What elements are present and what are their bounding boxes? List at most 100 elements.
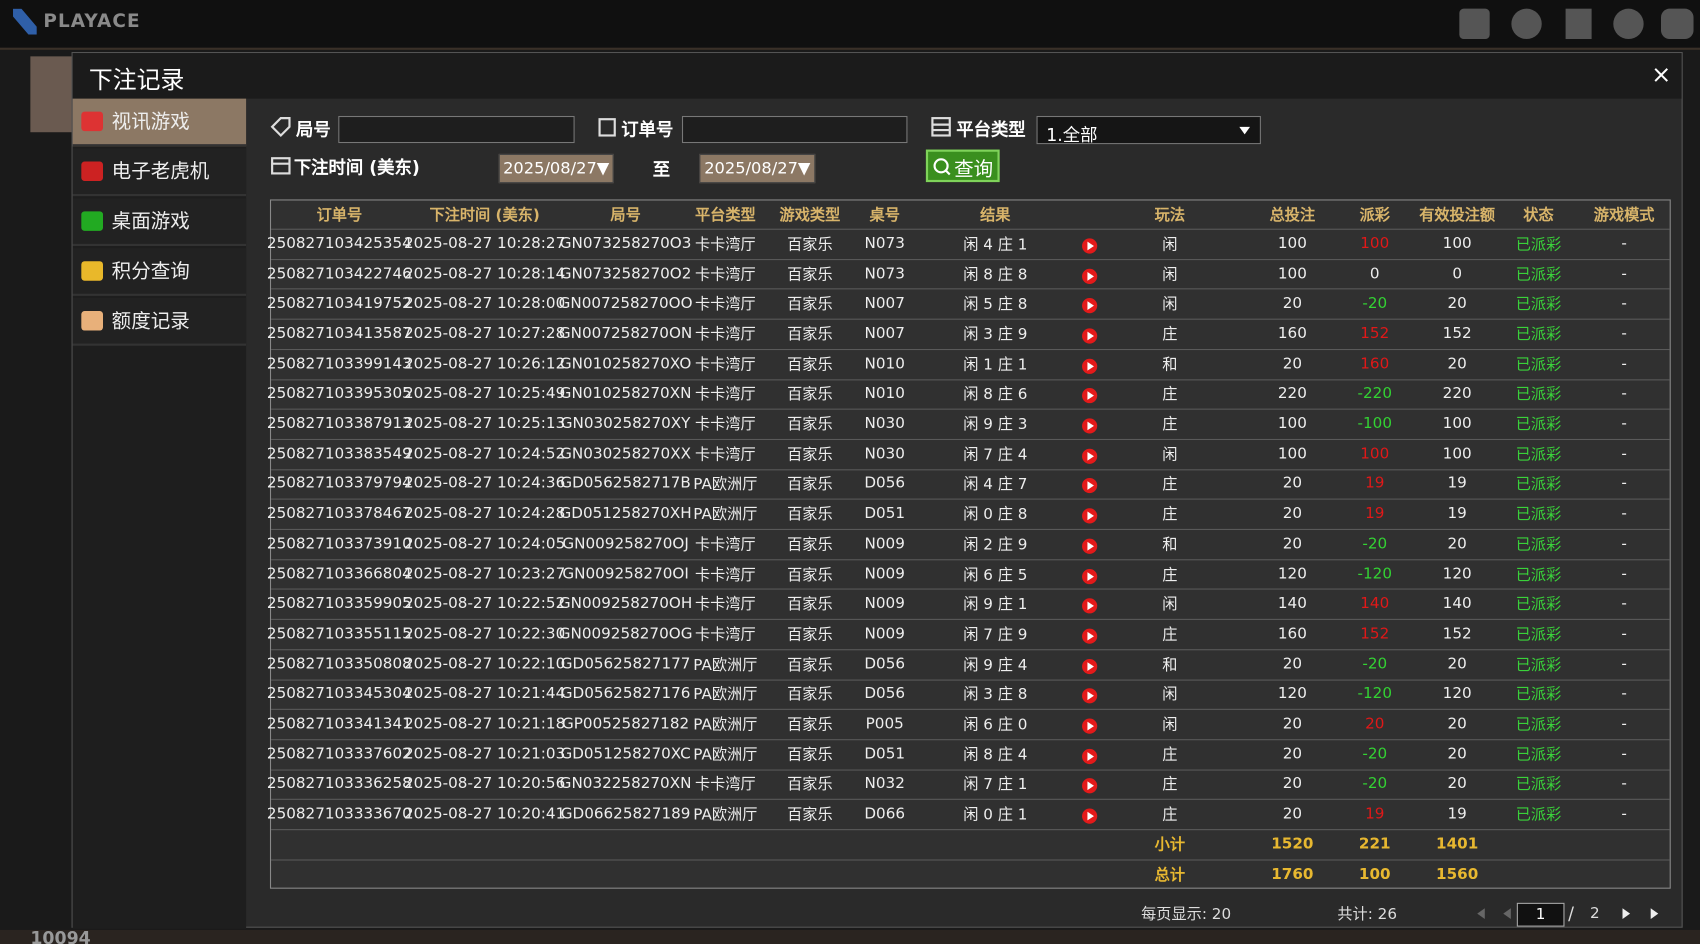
- chat-icon[interactable]: [1511, 8, 1542, 40]
- message-icon[interactable]: [1660, 8, 1694, 40]
- table-cell: 庄: [1162, 806, 1178, 824]
- table-cell: 19: [1365, 805, 1385, 823]
- replay-icon[interactable]: [1082, 478, 1098, 494]
- nav-item[interactable]: 视讯游戏: [72, 98, 247, 147]
- table-cell: -20: [1362, 745, 1388, 763]
- table-cell: 庄: [1162, 476, 1178, 494]
- nav-icon: [81, 111, 103, 132]
- nav-item[interactable]: 积分查询: [72, 248, 247, 296]
- table-cell: 20: [1282, 535, 1303, 553]
- table-cell: PA欧洲厅: [693, 806, 758, 824]
- nav-item[interactable]: 额度记录: [72, 298, 247, 346]
- replay-icon[interactable]: [1082, 808, 1098, 824]
- date-to[interactable]: 2025/08/27▼: [699, 153, 816, 184]
- table-cell: 百家乐: [787, 536, 833, 554]
- round-input[interactable]: [338, 115, 575, 144]
- replay-icon[interactable]: [1082, 238, 1098, 254]
- replay-icon[interactable]: [1082, 658, 1098, 674]
- first-page[interactable]: [1477, 908, 1485, 920]
- table-cell: -: [1621, 265, 1627, 283]
- table-cell: 100: [1277, 265, 1307, 283]
- replay-icon[interactable]: [1082, 388, 1098, 404]
- table-cell: 卡卡湾厅: [694, 386, 756, 404]
- query-button[interactable]: 查询: [925, 149, 1000, 183]
- table-cell: 0: [1452, 265, 1463, 283]
- replay-icon[interactable]: [1082, 448, 1098, 464]
- table-cell: 已派彩: [1515, 656, 1562, 674]
- replay-icon[interactable]: [1082, 538, 1098, 554]
- replay-icon[interactable]: [1082, 508, 1098, 524]
- play-triangle: [1087, 481, 1094, 491]
- replay-icon[interactable]: [1082, 778, 1098, 794]
- table-cell: 152: [1442, 325, 1472, 343]
- replay-icon[interactable]: [1082, 688, 1098, 704]
- table-cell: 2025-08-27 10:22:10: [404, 655, 566, 673]
- replay-icon[interactable]: [1082, 358, 1098, 374]
- table-cell: 250827103350808: [266, 655, 412, 673]
- calendar-icon: [271, 157, 291, 175]
- play-triangle: [1087, 661, 1094, 671]
- nav-icon: [81, 211, 103, 231]
- play-triangle: [1087, 541, 1094, 551]
- row-line: [271, 709, 1670, 711]
- replay-icon[interactable]: [1082, 598, 1098, 614]
- replay-icon[interactable]: [1082, 568, 1098, 584]
- replay-icon[interactable]: [1082, 718, 1098, 734]
- platform-select[interactable]: 1.全部: [1036, 115, 1261, 145]
- subtotal-total-bet: 1520: [1271, 835, 1314, 853]
- table-cell: 20: [1282, 475, 1303, 493]
- table-cell: -20: [1362, 535, 1388, 553]
- replay-icon[interactable]: [1082, 628, 1098, 644]
- table-cell: N009: [864, 625, 905, 643]
- table-cell: 闲 2 庄 9: [963, 536, 1028, 554]
- to-label: 至: [652, 159, 671, 180]
- replay-icon[interactable]: [1082, 748, 1098, 764]
- order-input[interactable]: [681, 115, 908, 144]
- column-header: 玩法: [1154, 207, 1186, 225]
- table-cell: 20: [1282, 775, 1303, 793]
- table-cell: GP00525827182: [562, 715, 690, 733]
- table-cell: 250827103378467: [266, 505, 412, 523]
- replay-icon[interactable]: [1082, 268, 1098, 284]
- close-button[interactable]: ×: [1651, 61, 1672, 89]
- table-cell: -: [1621, 535, 1627, 553]
- date-from[interactable]: 2025/08/27▼: [498, 153, 614, 184]
- nav-item[interactable]: 电子老虎机: [72, 148, 247, 197]
- table-cell: 百家乐: [787, 266, 833, 284]
- page-input[interactable]: 1: [1516, 902, 1565, 927]
- table-cell: 闲 3 庄 9: [963, 326, 1028, 344]
- row-line: [271, 528, 1670, 530]
- table-cell: GN009258270OH: [558, 595, 693, 613]
- table-cell: -: [1621, 355, 1627, 373]
- prev-page[interactable]: [1503, 908, 1511, 920]
- vip-icon[interactable]: [1459, 8, 1490, 40]
- table-cell: GD051258270XC: [560, 745, 691, 763]
- replay-icon[interactable]: [1082, 328, 1098, 344]
- replay-icon[interactable]: [1082, 298, 1098, 314]
- replay-icon[interactable]: [1082, 418, 1098, 434]
- last-page[interactable]: [1650, 908, 1659, 920]
- table-cell: -: [1621, 685, 1627, 703]
- table-cell: 2025-08-27 10:21:18: [404, 715, 566, 733]
- play-triangle: [1087, 391, 1094, 401]
- table-cell: 100: [1442, 445, 1472, 463]
- table-cell: 0: [1369, 265, 1380, 283]
- music-icon[interactable]: [1565, 8, 1592, 40]
- table-cell: D056: [864, 655, 906, 673]
- table-cell: 20: [1282, 715, 1303, 733]
- table-cell: 百家乐: [787, 506, 833, 524]
- table-cell: N030: [864, 415, 905, 433]
- table-cell: D051: [864, 505, 906, 523]
- table-cell: N009: [864, 595, 905, 613]
- table-cell: GN030258270XX: [560, 445, 691, 463]
- table-cell: 闲: [1162, 296, 1178, 314]
- table-cell: 20: [1447, 775, 1467, 793]
- nav-item[interactable]: 桌面游戏: [72, 198, 247, 247]
- next-page[interactable]: [1622, 908, 1631, 920]
- settings-icon[interactable]: [1613, 8, 1644, 40]
- table-cell: 250827103359905: [266, 595, 412, 613]
- table-cell: 百家乐: [787, 656, 833, 674]
- table-cell: GN073258270O2: [559, 265, 692, 283]
